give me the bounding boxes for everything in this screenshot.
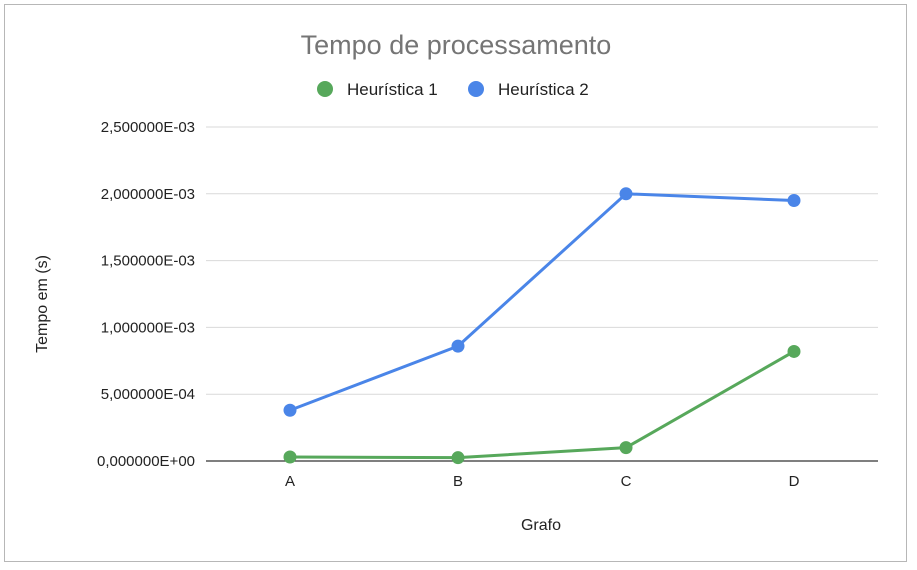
data-point-heuristica-2 (283, 403, 297, 417)
chart-frame (4, 4, 907, 562)
y-tick-label: 2,000000E-03 (101, 186, 195, 203)
data-point-heuristica-1 (787, 344, 801, 358)
y-tick-label: 2,500000E-03 (101, 119, 195, 136)
y-tick-label: 0,000000E+00 (97, 453, 195, 470)
y-tick-label: 1,500000E-03 (101, 253, 195, 270)
legend-marker-heuristica-1 (317, 81, 333, 97)
gridlines (206, 126, 878, 462)
x-tick-label: C (621, 473, 632, 490)
x-axis-label: Grafo (521, 517, 561, 534)
legend-label-heuristica-2: Heurística 2 (498, 80, 589, 99)
y-axis-ticks: 0,000000E+00 5,000000E-04 1,000000E-03 1,50… (97, 119, 195, 470)
legend-marker-heuristica-2 (468, 81, 484, 97)
data-point-heuristica-1 (619, 441, 633, 455)
data-point-heuristica-1 (283, 450, 297, 464)
y-tick-label: 5,000000E-04 (101, 386, 195, 403)
x-tick-label: A (285, 473, 295, 490)
data-point-heuristica-1 (451, 451, 465, 465)
legend: Heurística 1 Heurística 2 (317, 80, 589, 99)
data-point-heuristica-2 (787, 193, 801, 207)
x-tick-label: D (789, 473, 800, 490)
series-group (283, 187, 801, 465)
chart-title: Tempo de processamento (301, 30, 612, 60)
legend-label-heuristica-1: Heurística 1 (347, 80, 438, 99)
series-line-heuristica-2 (288, 192, 796, 412)
x-tick-label: B (453, 473, 463, 490)
y-tick-label: 1,000000E-03 (101, 319, 195, 336)
data-point-heuristica-2 (619, 187, 633, 201)
data-point-heuristica-2 (451, 339, 465, 353)
series-line-heuristica-1 (288, 349, 796, 460)
y-axis-label: Tempo em (s) (34, 255, 51, 353)
x-axis-ticks: A B C D (285, 473, 800, 490)
